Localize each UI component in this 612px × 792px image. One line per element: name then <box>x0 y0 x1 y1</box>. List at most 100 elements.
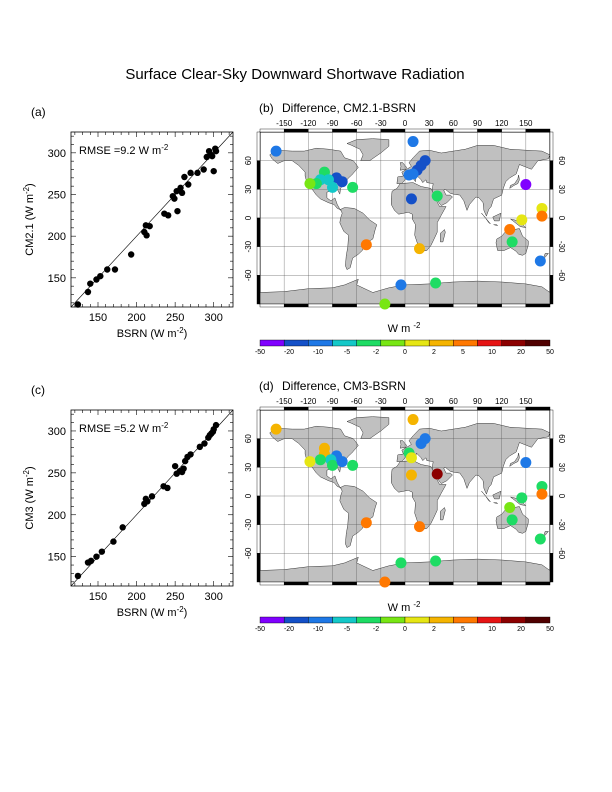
station-marker <box>431 468 443 480</box>
axis-bar-top <box>453 406 478 411</box>
colorbar-swatch <box>525 339 551 347</box>
colorbar-level-label: 5 <box>461 349 465 356</box>
colorbar-swatch <box>453 339 478 347</box>
colorbar-level-label: -10 <box>313 626 323 633</box>
continent <box>493 224 499 227</box>
colorbar-level-label: -5 <box>344 626 350 633</box>
axis-bar-bottom <box>404 581 430 586</box>
axis-bar-top <box>404 128 430 133</box>
lat-tick-label-left: 60 <box>244 434 253 443</box>
colorbar-level-label: -50 <box>255 349 265 356</box>
continent <box>339 207 378 270</box>
axis-bar-right <box>549 524 554 554</box>
station-marker <box>379 298 391 310</box>
data-point <box>181 173 188 181</box>
colorbar-swatch <box>501 616 527 624</box>
colorbar-swatch <box>259 616 285 624</box>
station-marker <box>516 492 528 504</box>
station-marker <box>314 454 326 466</box>
map-panel-b: (b) Difference, CM2.1-BSRN -150 -120 -90 -60… <box>244 101 566 310</box>
axis-bar-right <box>549 217 554 247</box>
colorbar-b: W m -2-50 -20 -10 -5 -2 0 2 5 10 20 50 <box>255 321 554 356</box>
lat-tick-label-left: -30 <box>244 518 253 530</box>
axis-bar-bottom <box>356 303 382 308</box>
colorbar-level-label: -10 <box>313 349 323 356</box>
y-tick-label: 150 <box>48 273 66 285</box>
y-axis-label-close: ) <box>24 183 36 187</box>
station-marker <box>536 480 548 492</box>
station-marker <box>347 181 359 193</box>
lon-tick-label: 90 <box>473 119 482 128</box>
lon-tick-label: 30 <box>425 397 434 406</box>
axis-bar-bottom <box>356 581 382 586</box>
lon-tick-label: -30 <box>375 119 387 128</box>
colorbar-swatch <box>380 616 406 624</box>
lon-tick-label: -30 <box>375 397 387 406</box>
colorbar-swatch <box>332 339 357 347</box>
lat-tick-label-right: -60 <box>557 270 566 282</box>
axis-bar-left <box>256 275 261 305</box>
axis-bar-right <box>549 189 554 219</box>
station-marker <box>405 469 417 481</box>
data-point <box>165 212 172 219</box>
colorbar-level-label: -20 <box>284 349 294 356</box>
lat-tick-label-left: -30 <box>244 240 253 252</box>
lon-tick-label: 0 <box>403 119 408 128</box>
panel-label: (d) <box>259 379 274 393</box>
data-point <box>104 266 111 273</box>
axis-bar-bottom <box>332 303 357 308</box>
x-tick-label: 200 <box>127 591 145 603</box>
station-marker <box>336 456 348 468</box>
lon-tick-label: -150 <box>276 119 293 128</box>
lon-tick-label: 150 <box>519 397 533 406</box>
station-marker <box>506 514 518 526</box>
axis-bar-left <box>256 131 261 161</box>
axis-bar-bottom <box>453 581 478 586</box>
axis-bar-right <box>549 553 554 583</box>
station-marker <box>536 210 548 222</box>
colorbar-swatch <box>525 616 551 624</box>
station-marker <box>431 190 443 202</box>
axis-bar-bottom <box>428 581 454 586</box>
station-marker <box>407 136 419 148</box>
data-point <box>148 493 156 500</box>
data-point <box>74 572 82 580</box>
axis-bar-top <box>477 406 502 411</box>
data-point <box>185 181 192 188</box>
continent <box>481 491 491 502</box>
axis-bar-left <box>256 553 261 583</box>
y-axis-label: CM3 (W m-2) <box>22 466 36 529</box>
data-point <box>187 451 194 458</box>
continent <box>269 425 359 489</box>
station-marker <box>430 277 442 289</box>
axis-bar-bottom <box>332 581 357 586</box>
axis-bar-left <box>256 524 261 554</box>
station-marker <box>504 501 516 513</box>
axis-bar-top <box>477 128 502 133</box>
data-point <box>164 484 171 492</box>
continent <box>481 213 491 224</box>
x-tick-label: 300 <box>205 312 223 324</box>
y-axis-label-sup: -2 <box>22 470 31 477</box>
lat-tick-label-right: 0 <box>557 216 566 221</box>
axis-bar-right <box>549 409 554 439</box>
rmse-annotation-sup: -2 <box>161 421 168 430</box>
axis-bar-top <box>332 406 357 411</box>
y-tick-label: 150 <box>48 552 66 564</box>
data-point <box>119 524 126 531</box>
lat-tick-label-left: 30 <box>244 184 253 193</box>
data-point <box>212 147 220 155</box>
panel-label: (a) <box>31 105 46 119</box>
colorbar-unit: W m -2 <box>388 321 421 335</box>
data-point <box>201 440 208 447</box>
y-axis-label-sup: -2 <box>22 187 31 194</box>
lon-tick-label: -90 <box>327 119 339 128</box>
axis-bar-top <box>404 406 430 411</box>
station-marker <box>304 178 316 190</box>
lon-tick-label: -150 <box>276 397 293 406</box>
axis-bar-left <box>256 409 261 439</box>
continent <box>339 485 378 548</box>
station-marker <box>327 459 338 471</box>
axis-bar-bottom <box>477 303 502 308</box>
axis-bar-left <box>256 438 261 468</box>
